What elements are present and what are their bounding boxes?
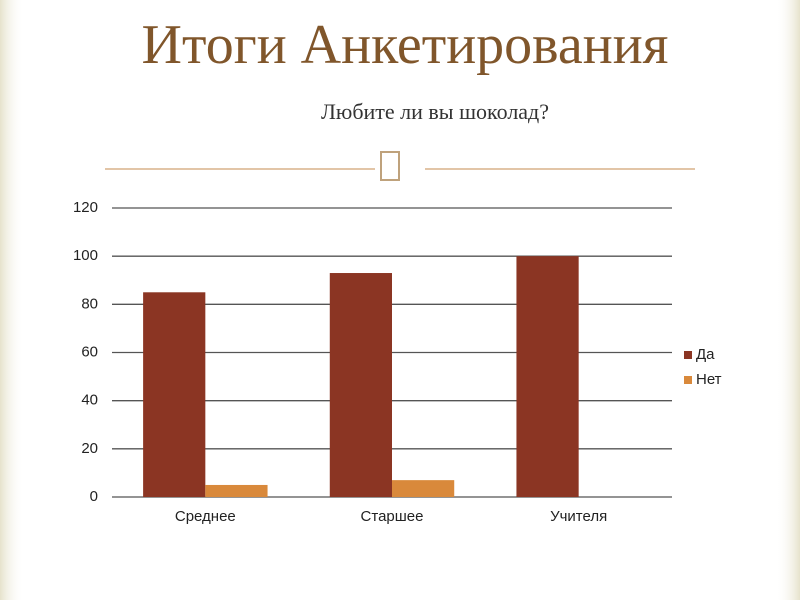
bar [329,273,392,497]
y-tick-label: 80 [81,295,98,312]
y-tick-label: 20 [81,440,98,457]
bar [143,292,206,497]
y-tick-label: 0 [90,488,98,505]
legend-label: Нет [696,371,722,388]
chart-title: Итоги Анкетирования [142,14,669,76]
y-tick-label: 60 [81,343,98,360]
bar [392,480,455,497]
bar [516,256,579,497]
legend-swatch [684,376,692,384]
legend-label: Да [696,346,715,363]
x-tick-label: Учителя [550,508,607,525]
edge-decor [776,0,800,600]
ornament [380,151,400,181]
x-tick-label: Среднее [175,508,236,525]
bar [205,484,268,497]
y-tick-label: 40 [81,392,98,409]
y-tick-label: 100 [73,247,98,264]
edge-decor [0,0,24,600]
x-tick-label: Старшее [361,508,424,525]
chart-subtitle: Любите ли вы шоколад? [321,99,549,124]
y-tick-label: 120 [73,199,98,216]
legend-swatch [684,351,692,359]
